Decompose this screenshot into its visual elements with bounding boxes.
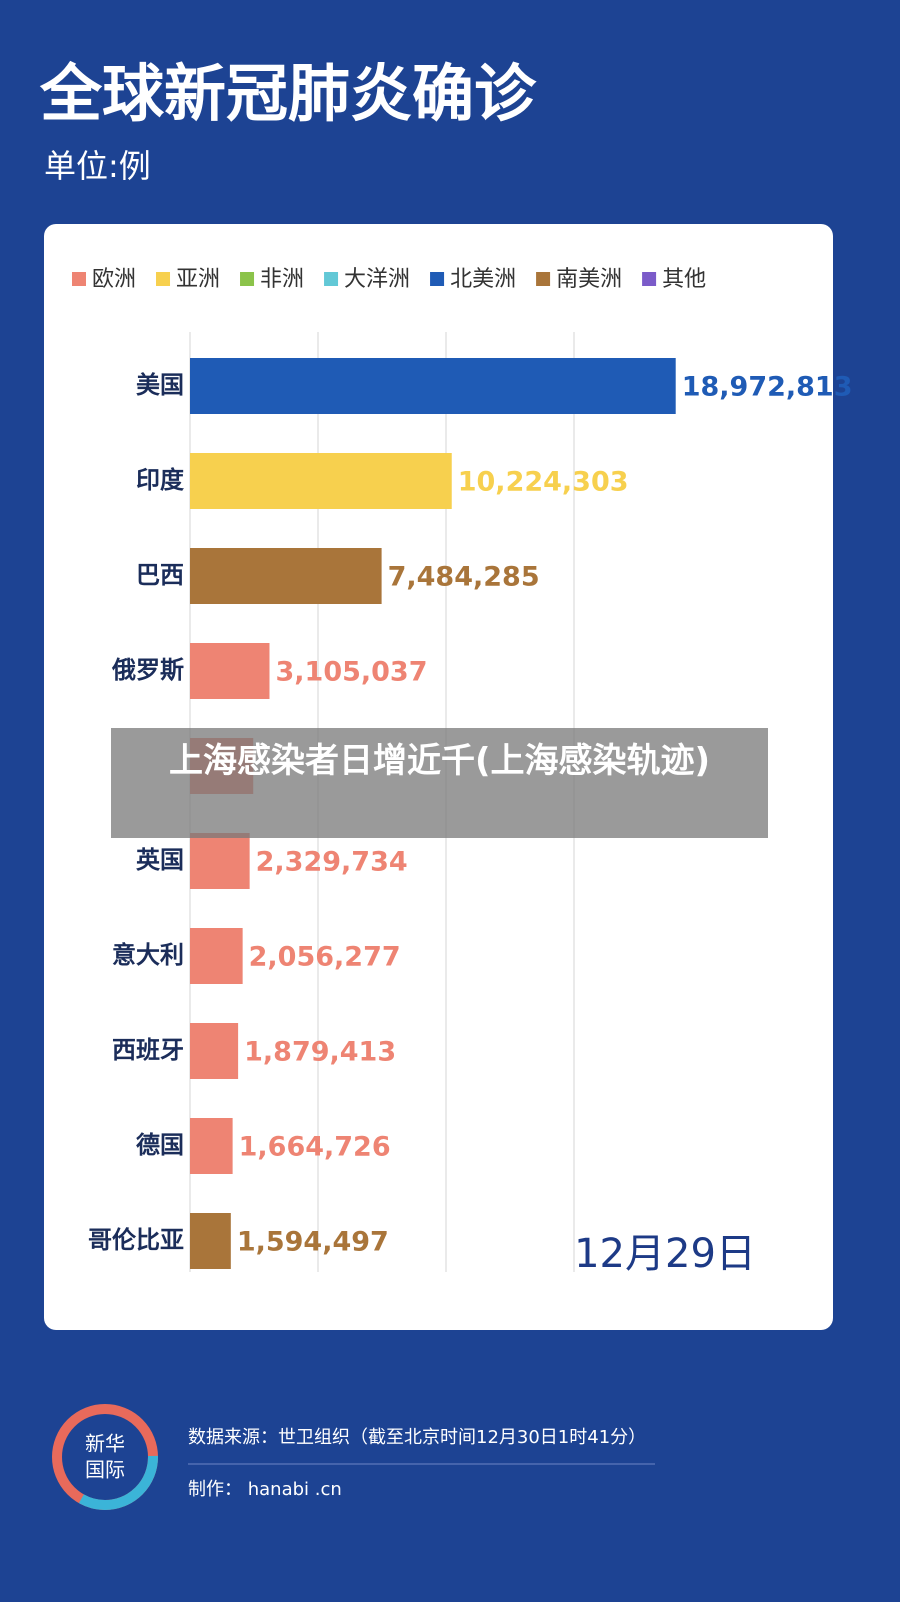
value-label: 1,594,497 [237,1227,389,1258]
bar [190,833,250,889]
y-tick-label: 意大利 [112,941,184,969]
value-label: 1,664,726 [239,1132,391,1163]
legend-label: 北美洲 [450,267,516,292]
value-label: 10,224,303 [458,467,629,498]
legend-swatch [240,272,255,286]
legend-swatch [430,272,445,286]
value-label: 2,056,277 [249,942,401,973]
source: 数据来源：世卫组织（截至北京时间12月30日1时41分） [188,1427,646,1448]
legend-swatch [156,272,171,286]
bar [190,1213,231,1269]
legend-label: 其他 [662,267,706,292]
value-label: 18,972,813 [682,372,853,403]
y-tick-label: 西班牙 [112,1036,184,1064]
y-tick-label: 巴西 [136,561,184,589]
bar [190,1023,239,1079]
legend-label: 南美洲 [556,267,622,292]
subtitle: 单位:例 [44,147,151,185]
value-label: 2,329,734 [256,847,408,878]
y-tick-label: 印度 [136,466,185,494]
legend-swatch [642,272,657,286]
legend-label: 大洋洲 [344,267,410,292]
legend-label: 非洲 [260,267,304,292]
title: 全球新冠肺炎确诊 [39,57,537,130]
logo-ring-accent [52,1404,158,1510]
legend-swatch [324,272,339,286]
bar [190,928,243,984]
y-tick-label: 德国 [136,1131,184,1159]
overlay-wrap: 上海感染者日增近千(上海感染轨迹) [168,741,711,781]
legend-swatch [536,272,551,286]
date-annotation: 12月29日 [574,1231,756,1277]
bar [190,453,452,509]
legend-label: 欧洲 [92,267,136,292]
y-tick-label: 美国 [136,371,184,399]
credit: 制作： hanabi .cn [188,1479,342,1500]
legend-swatch [72,272,86,286]
legend-label: 亚洲 [176,267,220,292]
value-label: 3,105,037 [275,657,427,688]
bar [190,358,676,414]
y-tick-label: 英国 [136,846,184,874]
bar [190,1118,233,1174]
bar [190,643,270,699]
logo-text: 国际 [85,1458,125,1482]
logo-text: 新华 [85,1432,125,1456]
y-tick-label: 哥伦比亚 [88,1226,184,1254]
overlay-text: 上海感染者日增近千(上海感染轨迹) [168,741,711,781]
overlay-box [111,728,768,838]
y-tick-label: 俄罗斯 [111,656,184,684]
value-label: 7,484,285 [388,562,540,593]
bar [190,548,382,604]
value-label: 1,879,413 [244,1037,396,1068]
